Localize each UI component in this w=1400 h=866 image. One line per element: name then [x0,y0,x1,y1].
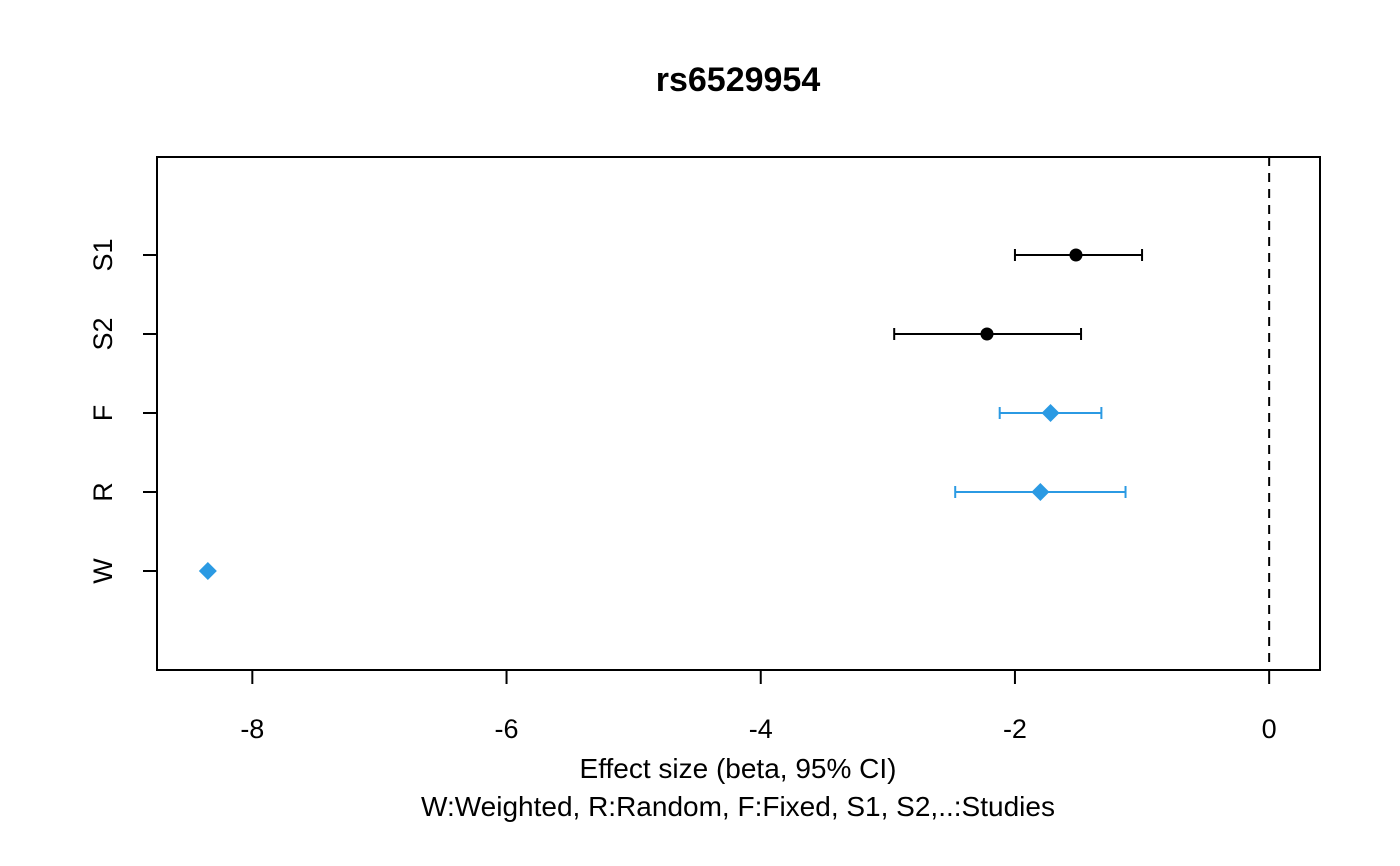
estimate-point-s2 [980,327,994,341]
row-label-f: F [88,405,118,422]
estimate-diamond-r [1031,483,1050,501]
x-axis: -8 -6 -4 -2 0 [240,669,1277,744]
x-tick-label: 0 [1262,714,1277,744]
estimate-diamond-w [198,562,217,580]
estimate-diamond-f [1041,404,1060,422]
plot-frame [156,156,1321,671]
estimate-marks [198,248,1144,580]
row-label-r: R [88,482,118,502]
x-tick-label: -2 [1003,714,1027,744]
row-label-s1: S1 [88,238,118,271]
chart-title: rs6529954 [656,61,821,99]
x-tick-label: -4 [749,714,773,744]
y-axis: S1 S2 F R W [88,238,158,584]
x-tick-label: -6 [495,714,519,744]
estimate-point-s1 [1069,248,1083,262]
legend-note: W:Weighted, R:Random, F:Fixed, S1, S2,..… [421,791,1055,822]
row-label-w: W [88,558,118,584]
x-tick-label: -8 [240,714,264,744]
x-axis-label: Effect size (beta, 95% CI) [580,753,897,784]
row-label-s2: S2 [88,317,118,350]
